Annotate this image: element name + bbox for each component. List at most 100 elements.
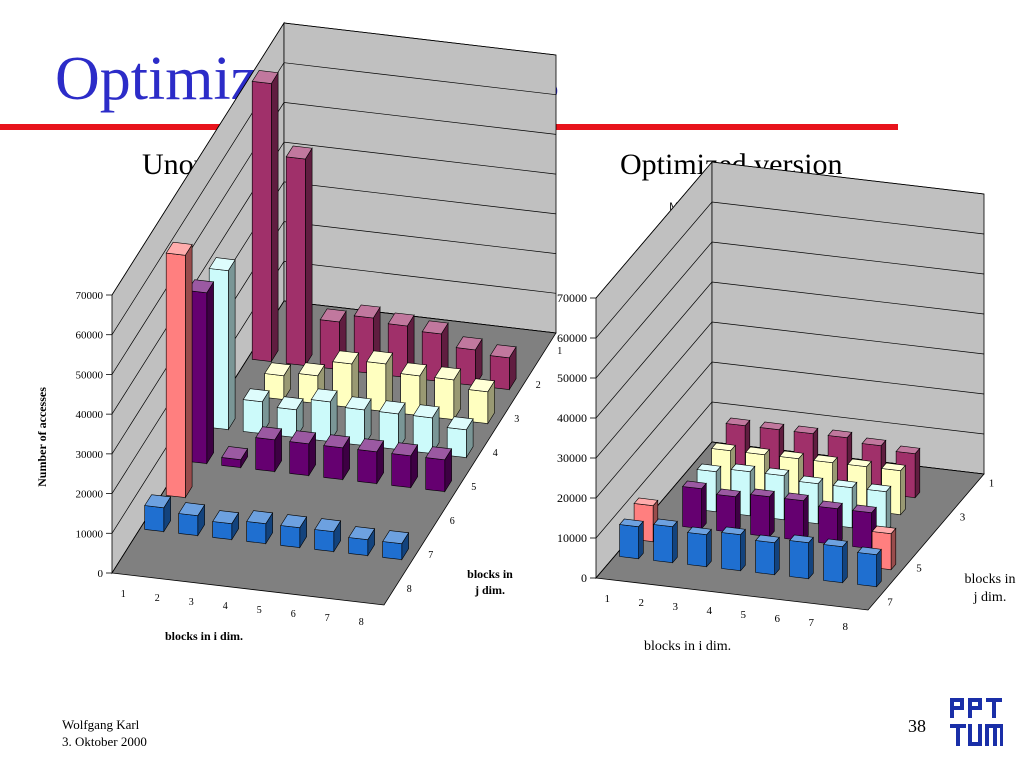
gridline [111,62,557,335]
bar-top [861,437,887,447]
i-tick-label: 4 [223,601,228,612]
y-axis-label: Number of accesses [35,387,49,487]
bar-side [876,548,882,588]
bar [165,241,193,499]
bar-top [434,366,462,381]
bar-top [353,304,381,319]
j-tick-label: 3 [514,414,519,425]
y-tick-label: 70000 [76,290,104,302]
bar-top [832,479,858,489]
bar [348,526,376,557]
bar-front [721,532,741,572]
gridline [595,241,985,379]
bar-side [701,482,707,530]
x-axis-label: blocks in i dim. [165,629,243,643]
back-wall [711,161,985,475]
bar-top [711,442,736,452]
bar-top [255,426,283,441]
bar [276,396,304,439]
i-tick-label: 5 [741,609,747,621]
bar-top [378,400,406,415]
bar-top [310,388,338,403]
bar [784,492,809,542]
bar-top [455,336,483,351]
bar-side [890,527,897,571]
bar-top [400,362,428,377]
y-tick-label: 20000 [76,489,104,501]
bar [378,400,406,451]
footer: Wolfgang Karl 3. Oktober 2000 [62,716,147,750]
bar-top [246,510,274,525]
bar-top [633,497,659,507]
bar [314,518,342,553]
bar-top [251,70,279,84]
bar-top [289,430,317,445]
bar [434,366,462,421]
bar-top [750,488,775,498]
bar-top [721,526,746,536]
bar-top [357,438,385,453]
j-tick-label: 1 [557,346,562,357]
bar-top [387,312,415,327]
bar-top [730,463,756,473]
bar [323,434,351,481]
bar-top [798,475,824,485]
bar [387,312,415,379]
i-tick-label: 1 [605,593,611,605]
j-tick-label: 5 [471,482,476,493]
bar-front [755,540,775,576]
i-tick-label: 2 [155,593,160,604]
bar-top [468,378,496,393]
gridline [111,22,557,296]
bar-top [242,388,270,403]
gridline [595,201,985,339]
i-tick-label: 6 [291,609,296,620]
bar-top [285,145,313,160]
bar-side [900,464,906,516]
y-tick-label: 0 [98,568,104,580]
bar-top [391,442,419,457]
bar [682,480,707,530]
bar [425,446,453,493]
bar-side [842,540,848,584]
z-axis-label-line1: blocks in [467,567,513,581]
bar-front [682,486,702,530]
bar-side [914,447,921,499]
bar-top [280,514,308,529]
i-tick-label: 8 [843,621,849,633]
y-tick-label: 0 [581,571,587,585]
bar-top [789,534,814,544]
bar [344,396,372,447]
bar [789,534,814,580]
bar-top [412,404,440,419]
bar-side [803,494,809,542]
bar-top [489,344,517,359]
j-tick-label: 7 [887,597,893,609]
bar-top [895,445,921,455]
y-tick-label: 70000 [557,291,587,305]
i-tick-label: 5 [257,605,262,616]
bar [412,404,440,455]
bar-top [212,510,240,525]
bar-top [314,518,342,533]
bar-top [784,492,809,502]
bar-top [779,450,804,460]
j-tick-label: 5 [916,563,922,575]
bar [750,488,775,538]
bar [382,530,410,561]
bar [280,514,308,549]
bar-top [323,434,351,449]
bar-top [687,526,712,536]
bar-top [348,526,376,541]
bar-top [682,480,707,490]
bar [310,388,338,443]
y-tick-label: 10000 [557,531,587,545]
bar-top [793,425,819,435]
bar-side [735,490,741,534]
bar-top [759,421,785,431]
bar-top [881,462,906,472]
bar-side [706,528,712,568]
bar-front [653,524,673,564]
i-tick-label: 3 [673,601,679,613]
y-tick-label: 50000 [557,371,587,385]
